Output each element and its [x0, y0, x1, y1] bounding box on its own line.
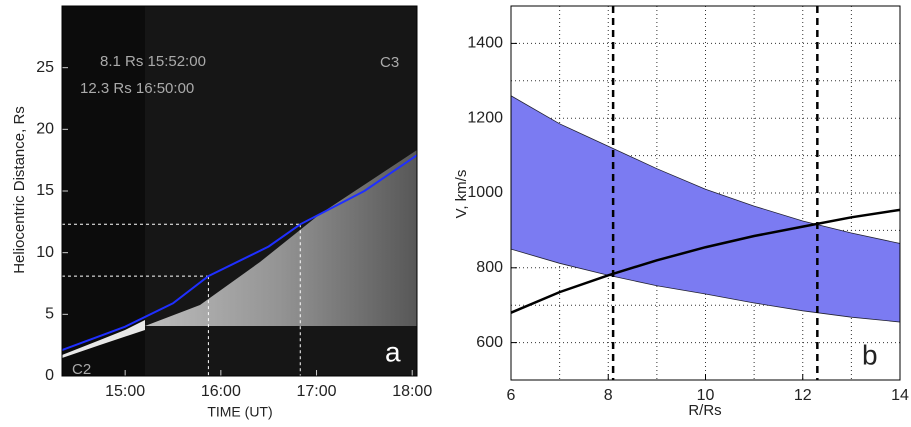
image-background: [62, 6, 417, 376]
x-tick-label: 18:00: [392, 383, 432, 400]
velocity-curve: [510, 208, 901, 314]
y-tick-label: 600: [476, 334, 503, 351]
y-tick-label: 5: [45, 306, 54, 323]
y-axis-label: V, km/s: [453, 170, 470, 219]
fit-curve: [61, 154, 418, 352]
x-tick-label: 10: [697, 387, 715, 404]
annotation: 12.3 Rs 16:50:00: [80, 80, 194, 97]
y-tick-label: 0: [45, 367, 54, 384]
y-tick-label: 25: [36, 59, 54, 76]
panel-label: a: [385, 336, 401, 367]
x-axis-label: R/Rs: [688, 402, 721, 419]
y-tick-label: 1200: [467, 109, 503, 126]
y-tick-label: 800: [476, 259, 503, 276]
plot-frame: [61, 5, 418, 377]
x-tick-label: 8: [604, 387, 613, 404]
y-tick-label: 20: [36, 121, 54, 138]
plot-frame: [510, 5, 901, 381]
x-tick-label: 16:00: [201, 383, 241, 400]
x-tick-label: 17:00: [297, 383, 337, 400]
x-tick-label: 15:00: [105, 383, 145, 400]
x-axis-label: TIME (UT): [207, 404, 272, 420]
x-tick-label: 6: [507, 387, 516, 404]
y-axis-label: Heliocentric Distance, Rs: [11, 106, 28, 274]
x-tick-label: 12: [794, 387, 812, 404]
y-tick-label: 10: [36, 244, 54, 261]
annotation: 8.1 Rs 15:52:00: [100, 53, 206, 70]
annotation: C2: [72, 361, 91, 378]
panel-label: b: [862, 339, 878, 370]
annotation: C3: [380, 54, 399, 71]
x-tick-label: 14: [891, 387, 909, 404]
y-tick-label: 1000: [467, 184, 503, 201]
y-tick-label: 15: [36, 182, 54, 199]
y-tick-label: 1400: [467, 35, 503, 52]
